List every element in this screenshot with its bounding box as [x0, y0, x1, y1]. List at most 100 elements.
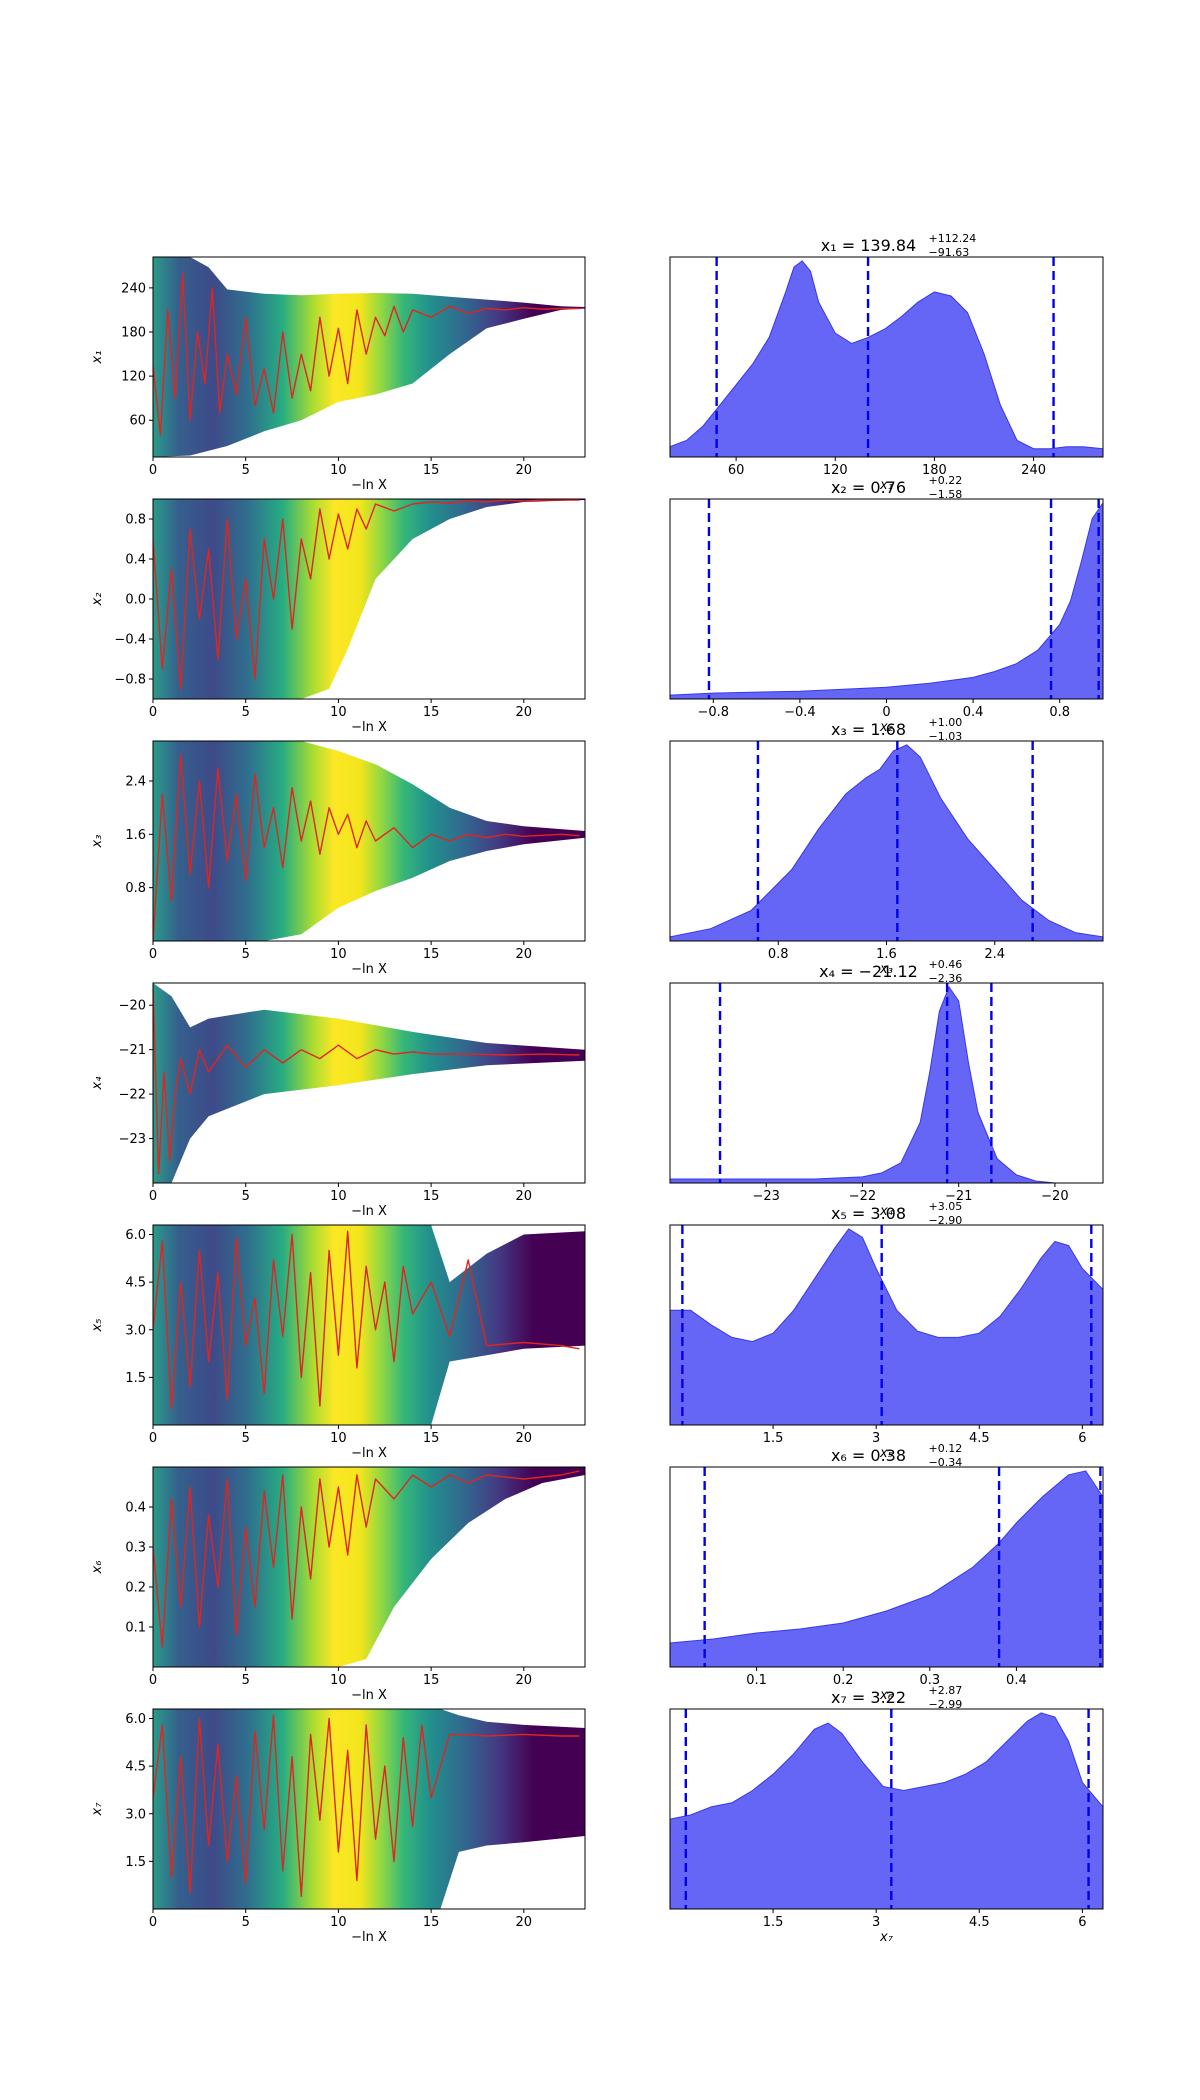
live-points-cloud	[153, 741, 585, 941]
x-tick-label: 6	[1078, 1915, 1086, 1930]
trace-axes-frame	[152, 740, 586, 942]
y-tick-label: 0.1	[125, 1621, 146, 1636]
trace-line	[153, 1714, 580, 1898]
x-tick-label: 0	[882, 705, 890, 720]
x-tick-label: 5	[242, 463, 250, 478]
trace-y-axis-label: x₆	[90, 1561, 105, 1575]
trace-line	[153, 272, 580, 436]
x-tick-label: 10	[330, 1673, 347, 1688]
x-tick-label: 0.1	[746, 1673, 767, 1688]
y-tick-label: 6.0	[125, 1228, 146, 1243]
kde-axes-frame	[669, 1708, 1104, 1910]
y-tick-label: 180	[121, 326, 146, 341]
kde-title-upper-error: +2.87	[929, 1684, 963, 1697]
trace-line	[153, 987, 580, 1175]
trace-line	[153, 1470, 580, 1648]
kde-x-axis-label: x₁	[879, 478, 893, 493]
x-tick-label: 15	[423, 947, 440, 962]
x-tick-label: 20	[516, 463, 533, 478]
live-points-cloud	[153, 499, 585, 699]
trace-x-axis-label: −ln X	[351, 962, 387, 977]
x-tick-label: 60	[728, 463, 745, 478]
y-tick-label: 0.8	[125, 881, 146, 896]
x-tick-label: 0	[149, 1431, 157, 1446]
live-points-cloud	[153, 983, 585, 1183]
x-tick-label: 20	[516, 1673, 533, 1688]
x-tick-label: 5	[242, 1915, 250, 1930]
kde-x-axis-label: x₂	[879, 720, 893, 735]
x-tick-label: 3	[872, 1431, 880, 1446]
trace-axes-frame	[152, 1224, 586, 1426]
posterior-density-area	[670, 260, 1103, 457]
kde-title-lower-error: −2.90	[929, 1214, 963, 1227]
y-tick-label: 0.3	[125, 1541, 146, 1556]
x-tick-label: 10	[330, 1431, 347, 1446]
trace-y-axis-label: x₃	[90, 835, 105, 849]
kde-title-lower-error: −91.63	[929, 246, 970, 259]
trace-x-axis-label: −ln X	[351, 1446, 387, 1461]
kde-title-upper-error: +112.24	[929, 232, 977, 245]
kde-x-axis-label: x₆	[879, 1688, 893, 1703]
x-tick-label: 1.5	[763, 1431, 784, 1446]
posterior-density-area	[670, 1470, 1103, 1667]
x-tick-label: −0.4	[784, 705, 816, 720]
x-tick-label: −21	[945, 1189, 972, 1204]
x-tick-label: 15	[423, 463, 440, 478]
x-tick-label: 5	[242, 1189, 250, 1204]
posterior-density-area	[670, 985, 1103, 1183]
x-tick-label: 0	[149, 1915, 157, 1930]
live-points-cloud	[153, 257, 585, 457]
x-tick-label: 0.8	[1049, 705, 1070, 720]
kde-x-axis-label: x₃	[879, 962, 893, 977]
x-tick-label: 3	[872, 1915, 880, 1930]
x-tick-label: 10	[330, 705, 347, 720]
x-tick-label: 4.5	[969, 1431, 990, 1446]
trace-x-axis-label: −ln X	[351, 1204, 387, 1219]
kde-axes-frame	[669, 1224, 1104, 1426]
y-tick-label: 3.0	[125, 1807, 146, 1822]
kde-panel: −0.8 −0.4 0 0.4 0.8 x₂ x₂ = 0.76 +0.22−1.58	[669, 474, 1104, 735]
x-tick-label: 10	[330, 1189, 347, 1204]
kde-title-lower-error: −1.03	[929, 730, 963, 743]
posterior-density-area	[670, 744, 1103, 941]
x-tick-label: 10	[330, 1915, 347, 1930]
x-tick-label: 20	[516, 1431, 533, 1446]
kde-panel: −23 −22 −21 −20 x₄ x₄ = −21.12 +0.46−2.36	[669, 958, 1104, 1219]
kde-axes-frame	[669, 256, 1104, 458]
y-tick-label: 0.4	[125, 553, 146, 568]
x-tick-label: 0	[149, 463, 157, 478]
kde-title-lower-error: −0.34	[929, 1456, 963, 1469]
trace-axes-frame	[152, 256, 586, 458]
trace-y-axis-label: x₄	[90, 1076, 105, 1091]
trace-panel: 0 5 10 15 20 0.1 0.2 0.3 0.4 −ln X x₆	[90, 1466, 586, 1703]
y-tick-label: −20	[119, 999, 146, 1014]
y-tick-label: 0.8	[125, 513, 146, 528]
trace-axes-frame	[152, 1466, 586, 1668]
y-tick-label: 0.4	[125, 1501, 146, 1516]
x-tick-label: −22	[849, 1189, 876, 1204]
y-tick-label: −0.8	[114, 673, 146, 688]
kde-panel: 0.8 1.6 2.4 x₃ x₃ = 1.68 +1.00−1.03	[669, 716, 1104, 977]
kde-axes-frame	[669, 982, 1104, 1184]
live-points-cloud	[153, 1467, 585, 1667]
kde-title-lower-error: −2.99	[929, 1698, 963, 1711]
posterior-density-area	[670, 1228, 1103, 1425]
kde-title: x₆ = 0.38	[831, 1446, 906, 1465]
kde-title-upper-error: +0.12	[929, 1442, 963, 1455]
trace-y-axis-label: x₇	[90, 1802, 105, 1817]
x-tick-label: 15	[423, 1673, 440, 1688]
kde-panel: 1.5 3 4.5 6 x₇ x₇ = 3.22 +2.87−2.99	[669, 1684, 1104, 1945]
x-tick-label: 15	[423, 1189, 440, 1204]
x-tick-label: 15	[423, 1915, 440, 1930]
kde-title-lower-error: −1.58	[929, 488, 963, 501]
y-tick-label: 1.6	[125, 828, 146, 843]
kde-panel: 0.1 0.2 0.3 0.4 x₆ x₆ = 0.38 +0.12−0.34	[669, 1442, 1104, 1703]
live-points-cloud	[153, 1225, 585, 1425]
kde-title: x₇ = 3.22	[831, 1688, 906, 1707]
x-tick-label: 6	[1078, 1431, 1086, 1446]
x-tick-label: 20	[516, 705, 533, 720]
y-tick-label: 0.0	[125, 593, 146, 608]
y-tick-label: 120	[121, 370, 146, 385]
x-tick-label: −23	[753, 1189, 780, 1204]
live-points-cloud	[153, 1709, 585, 1909]
